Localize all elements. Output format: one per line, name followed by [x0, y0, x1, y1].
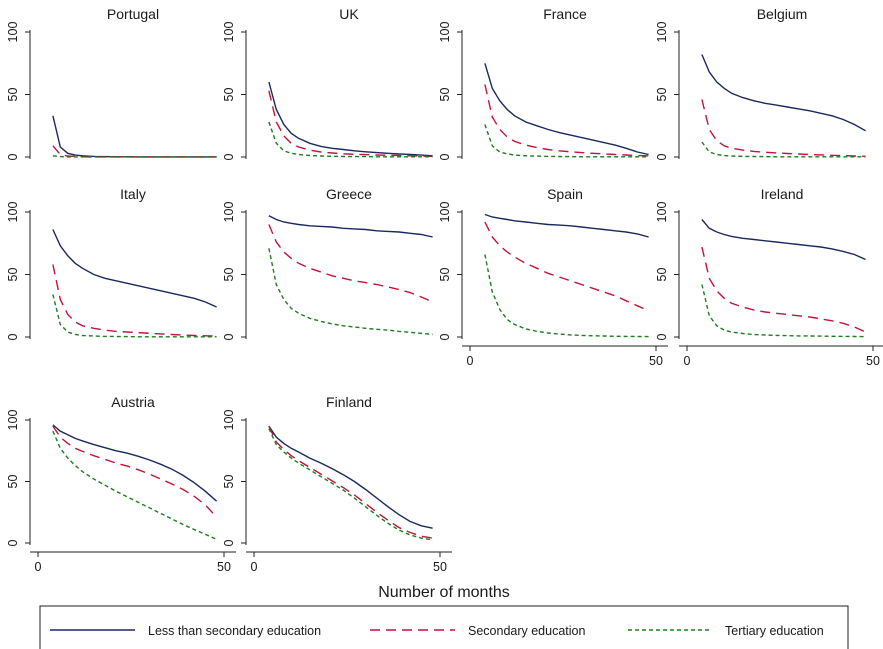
- x-tick-label-spain-0: 0: [467, 354, 474, 368]
- y-tick-label-finland-100: 100: [222, 410, 236, 431]
- series-line-greece-secondary-education: [268, 224, 433, 303]
- series-line-greece-less-than-secondary-education: [268, 215, 433, 238]
- panel-spain: Spain 0 50 100 0 50: [438, 186, 668, 368]
- panel-title-finland: Finland: [326, 394, 372, 410]
- y-tick-label-austria-0: 0: [6, 539, 20, 546]
- panel-title-ireland: Ireland: [761, 186, 804, 202]
- series-line-belgium-tertiary-education: [701, 141, 866, 158]
- y-tick-label-spain-100: 100: [438, 202, 452, 223]
- panel-portugal: Portugal 0 50 100: [6, 6, 217, 160]
- series-line-austria-tertiary-education: [52, 430, 217, 540]
- x-tick-label-austria-50: 50: [217, 560, 231, 574]
- x-axis-title: Number of months: [378, 584, 510, 601]
- series-line-austria-secondary-education: [52, 425, 218, 518]
- panel-title-spain: Spain: [547, 186, 583, 202]
- series-line-greece-tertiary-education: [268, 248, 433, 336]
- series-line-france-secondary-education: [484, 84, 649, 157]
- panel-belgium: Belgium 0 50 100: [655, 6, 866, 160]
- panel-greece: Greece 0 50 100: [222, 186, 433, 340]
- series-line-spain-secondary-education: [484, 221, 649, 312]
- y-tick-label-finland-0: 0: [222, 539, 236, 546]
- panel-title-greece: Greece: [326, 186, 372, 202]
- y-tick-label-italy-100: 100: [6, 202, 20, 223]
- series-line-ireland-less-than-secondary-education: [701, 219, 866, 261]
- legend: Less than secondary education Secondary …: [39, 605, 849, 649]
- x-tick-label-ireland-0: 0: [684, 354, 691, 368]
- y-tick-label-greece-100: 100: [222, 202, 236, 223]
- series-line-finland-secondary-education: [268, 425, 433, 539]
- legend-box: [39, 605, 849, 649]
- series-line-spain-less-than-secondary-education: [484, 213, 649, 238]
- panel-title-portugal: Portugal: [107, 6, 159, 22]
- series-line-france-tertiary-education: [484, 124, 649, 158]
- panel-ireland: Ireland 0 50 100 0 50: [655, 186, 883, 368]
- y-tick-label-italy-50: 50: [6, 268, 20, 282]
- y-tick-label-ireland-0: 0: [655, 333, 669, 340]
- y-tick-label-belgium-0: 0: [655, 153, 669, 160]
- panel-title-uk: UK: [339, 6, 359, 22]
- y-tick-label-austria-50: 50: [6, 475, 20, 489]
- y-tick-label-finland-50: 50: [222, 475, 236, 489]
- series-line-ireland-secondary-education: [701, 246, 866, 333]
- y-tick-label-ireland-100: 100: [655, 202, 669, 223]
- series-line-finland-less-than-secondary-education: [268, 425, 433, 529]
- series-line-belgium-secondary-education: [701, 99, 866, 157]
- series-line-italy-tertiary-education: [52, 294, 217, 338]
- series-line-portugal-tertiary-education: [52, 155, 217, 158]
- series-line-spain-tertiary-education: [484, 254, 649, 338]
- y-tick-label-spain-0: 0: [438, 333, 452, 340]
- panel-finland: Finland 0 50 100 0 50: [222, 394, 452, 574]
- panel-title-belgium: Belgium: [757, 6, 808, 22]
- series-line-portugal-less-than-secondary-education: [52, 115, 217, 158]
- panel-france: France 0 50 100: [438, 6, 649, 160]
- legend-label-less-than-secondary: Less than secondary education: [148, 624, 321, 638]
- y-tick-label-portugal-0: 0: [6, 153, 20, 160]
- series-line-italy-secondary-education: [52, 264, 217, 337]
- y-tick-label-spain-50: 50: [438, 268, 452, 282]
- series-line-belgium-less-than-secondary-education: [701, 54, 866, 132]
- series-line-uk-tertiary-education: [268, 121, 433, 158]
- y-tick-label-austria-100: 100: [6, 410, 20, 431]
- y-tick-label-portugal-50: 50: [6, 88, 20, 102]
- x-tick-label-finland-50: 50: [433, 560, 447, 574]
- series-line-austria-less-than-secondary-education: [52, 424, 218, 502]
- y-tick-label-belgium-50: 50: [655, 88, 669, 102]
- series-line-italy-less-than-secondary-education: [52, 229, 217, 308]
- y-tick-label-uk-50: 50: [222, 88, 236, 102]
- panel-title-italy: Italy: [120, 186, 146, 202]
- series-line-ireland-tertiary-education: [701, 284, 866, 338]
- series-line-finland-tertiary-education: [268, 428, 433, 541]
- y-tick-label-portugal-100: 100: [6, 22, 20, 43]
- legend-label-tertiary: Tertiary education: [725, 624, 824, 638]
- series-line-uk-secondary-education: [268, 90, 433, 158]
- y-tick-label-uk-0: 0: [222, 153, 236, 160]
- panel-italy: Italy 0 50 100: [6, 186, 217, 340]
- y-tick-label-italy-0: 0: [6, 333, 20, 340]
- panel-title-austria: Austria: [111, 394, 155, 410]
- y-tick-label-ireland-50: 50: [655, 268, 669, 282]
- panel-uk: UK 0 50 100: [222, 6, 433, 160]
- series-line-portugal-secondary-education: [52, 145, 217, 158]
- panel-austria: Austria 0 50 100 0 50: [6, 394, 236, 574]
- y-tick-label-uk-100: 100: [222, 22, 236, 43]
- y-tick-label-france-100: 100: [438, 22, 452, 43]
- panel-title-france: France: [543, 6, 587, 22]
- x-tick-label-spain-50: 50: [649, 354, 663, 368]
- x-tick-label-austria-0: 0: [35, 560, 42, 574]
- x-tick-label-ireland-50: 50: [866, 354, 880, 368]
- y-tick-label-france-0: 0: [438, 153, 452, 160]
- y-tick-label-greece-0: 0: [222, 333, 236, 340]
- legend-label-secondary: Secondary education: [468, 624, 585, 638]
- y-tick-label-france-50: 50: [438, 88, 452, 102]
- panels: Portugal050100UK050100France050100Belgiu…: [6, 6, 883, 574]
- series-line-france-less-than-secondary-education: [484, 63, 649, 156]
- y-tick-label-greece-50: 50: [222, 268, 236, 282]
- y-tick-label-belgium-100: 100: [655, 22, 669, 43]
- series-line-uk-less-than-secondary-education: [268, 81, 433, 157]
- x-tick-label-finland-0: 0: [251, 560, 258, 574]
